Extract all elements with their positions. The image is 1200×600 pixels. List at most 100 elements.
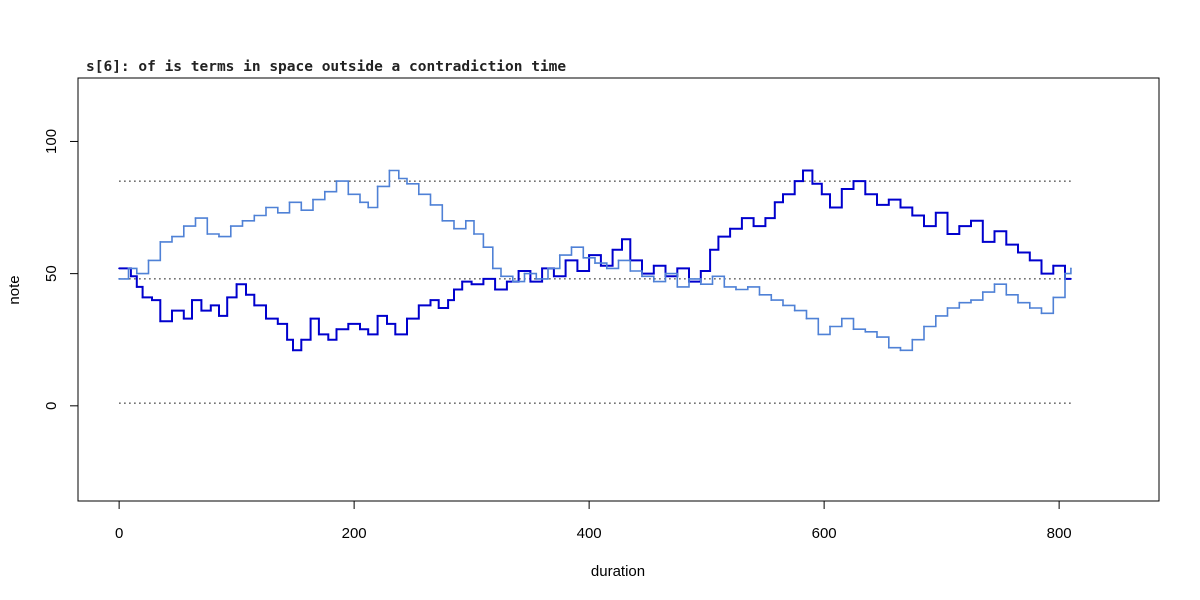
series-1-point xyxy=(764,217,767,220)
series-1-point xyxy=(864,193,867,196)
series-2-point xyxy=(782,304,784,307)
series-2-point xyxy=(970,299,972,301)
series-1-point xyxy=(494,288,496,291)
series-1-point xyxy=(292,349,294,352)
series-1-point xyxy=(182,317,185,320)
series-2-point xyxy=(641,275,643,278)
series-2-point xyxy=(376,185,379,188)
series-2-point xyxy=(594,262,596,264)
series-2-point xyxy=(899,349,902,352)
series-2-point xyxy=(194,217,197,220)
series-1-point xyxy=(958,225,961,228)
series-1-point xyxy=(461,280,464,283)
series-1-point xyxy=(1052,264,1055,267)
series-2-point xyxy=(473,233,475,235)
series-1-point xyxy=(782,193,784,196)
series-2-point xyxy=(829,325,831,328)
series-2-point xyxy=(323,190,326,193)
series-1-point xyxy=(159,320,162,323)
y-tick-label: 0 xyxy=(43,402,60,410)
series-1-point xyxy=(470,283,473,286)
series-2-point xyxy=(817,333,820,336)
series-1-point xyxy=(981,241,984,243)
reference-lines xyxy=(119,180,1071,404)
series-1-point xyxy=(611,248,614,251)
series-2-point xyxy=(1005,293,1008,296)
series-2-point xyxy=(500,275,502,278)
series-1-point xyxy=(541,267,543,270)
series-2-point xyxy=(229,225,232,228)
series-2-point xyxy=(852,328,855,331)
series-2-point xyxy=(664,272,667,275)
series-2-point xyxy=(1052,296,1055,299)
series-2-point xyxy=(453,227,455,230)
series-1-point xyxy=(200,309,203,312)
series-2-point xyxy=(159,241,162,243)
series-2-point xyxy=(265,206,267,209)
series-1-point xyxy=(347,323,350,325)
series-1-point xyxy=(993,230,996,233)
series-2-point xyxy=(182,225,185,228)
series-2-point xyxy=(397,177,400,180)
series-1-point xyxy=(752,225,755,228)
series-2-point xyxy=(629,270,632,272)
series-1-point xyxy=(265,317,267,320)
series-2-point xyxy=(688,278,690,280)
series-1-point xyxy=(235,283,238,286)
series-2-point xyxy=(699,283,702,286)
series-2-point xyxy=(993,283,996,286)
series-2-point xyxy=(367,206,370,209)
series-2-point xyxy=(241,219,244,222)
series-1-point xyxy=(429,299,432,301)
series-1-point xyxy=(300,338,303,341)
series-1-point xyxy=(840,188,843,190)
series-1-point xyxy=(394,333,397,336)
series-1-point xyxy=(600,264,602,267)
series-2-point xyxy=(417,193,420,196)
x-axis: 0 200 400 600 800 xyxy=(115,500,1072,542)
series-1-point xyxy=(367,333,370,336)
series-2-point xyxy=(711,275,714,278)
series-1-point xyxy=(335,328,338,331)
series-2-point xyxy=(359,201,361,204)
series-2-point xyxy=(135,272,138,275)
series-2-point xyxy=(911,338,914,341)
series-2-point xyxy=(511,280,514,283)
series-2-point xyxy=(617,259,620,262)
series-2-point xyxy=(981,291,984,293)
series-1-point xyxy=(1040,272,1043,275)
series-2-point xyxy=(840,317,843,320)
series-2-point xyxy=(958,301,961,304)
series-2-point xyxy=(206,233,209,235)
series-2-point xyxy=(300,209,303,212)
series-2-point xyxy=(876,336,878,338)
series-2-point xyxy=(547,267,549,270)
series-2-point xyxy=(523,272,526,275)
series-2-point xyxy=(770,299,773,301)
series-1-point xyxy=(934,211,937,214)
series-1-point xyxy=(1017,251,1019,254)
series-1-point xyxy=(286,338,288,341)
series-line-2 xyxy=(119,169,1072,352)
series-1-point xyxy=(118,267,120,270)
y-tick-label: 50 xyxy=(43,265,60,282)
series-line-1 xyxy=(119,169,1071,352)
series-1-point xyxy=(773,201,776,204)
x-tick-label: 600 xyxy=(812,525,837,542)
series-1-point xyxy=(793,180,796,183)
series-1-point xyxy=(406,317,408,320)
x-tick-label: 400 xyxy=(577,525,602,542)
series-2-point xyxy=(218,235,220,238)
series-1-point xyxy=(171,309,173,312)
series-1-point xyxy=(191,299,193,301)
series-1-point xyxy=(482,278,485,280)
series-2-point xyxy=(276,211,279,214)
x-tick-label: 800 xyxy=(1047,525,1072,542)
series-1-point xyxy=(576,270,579,272)
series-1-point xyxy=(564,259,567,262)
series-1-point xyxy=(506,280,508,283)
series-2-point xyxy=(605,267,608,270)
series-1-point xyxy=(253,304,256,307)
series-1-point xyxy=(729,227,731,230)
series-1-point xyxy=(741,217,743,220)
